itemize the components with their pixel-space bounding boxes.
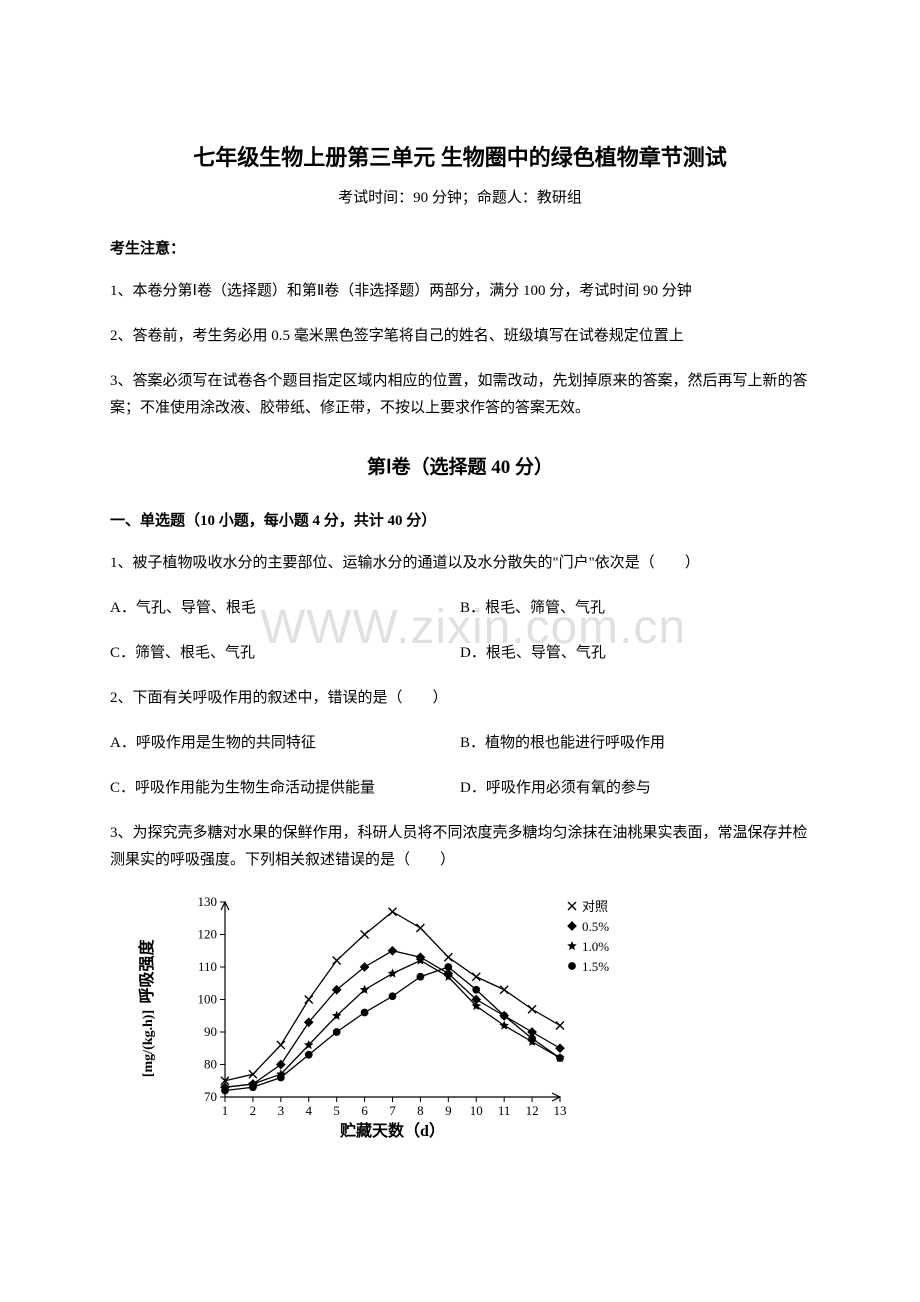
svg-text:1: 1: [222, 1103, 229, 1118]
svg-text:8: 8: [417, 1103, 424, 1118]
svg-text:7: 7: [389, 1103, 396, 1118]
chart-svg: 70809010011012013012345678910111213贮藏天数（…: [130, 892, 650, 1142]
svg-text:贮藏天数（d）: 贮藏天数（d）: [339, 1121, 445, 1140]
svg-text:90: 90: [204, 1024, 217, 1039]
svg-text:9: 9: [445, 1103, 452, 1118]
svg-text:6: 6: [361, 1103, 368, 1118]
q1-opt-a: A．气孔、导管、根毛: [110, 595, 460, 622]
svg-text:12: 12: [526, 1103, 539, 1118]
q2-options-row1: A．呼吸作用是生物的共同特征 B．植物的根也能进行呼吸作用: [110, 730, 810, 757]
notice-item-3: 3、答案必须写在试卷各个题目指定区域内相应的位置，如需改动，先划掉原来的答案，然…: [110, 368, 810, 422]
svg-text:120: 120: [198, 927, 218, 942]
q2-opt-a: A．呼吸作用是生物的共同特征: [110, 730, 460, 757]
page-title: 七年级生物上册第三单元 生物圈中的绿色植物章节测试: [110, 140, 810, 172]
q2-options-row2: C．呼吸作用能为生物生命活动提供能量 D．呼吸作用必须有氧的参与: [110, 775, 810, 802]
svg-text:5: 5: [333, 1103, 340, 1118]
q1-opt-b: B．根毛、筛管、气孔: [460, 595, 810, 622]
svg-text:0.5%: 0.5%: [582, 919, 609, 934]
svg-text:100: 100: [198, 992, 218, 1007]
q2-opt-b: B．植物的根也能进行呼吸作用: [460, 730, 810, 757]
svg-text:11: 11: [498, 1103, 511, 1118]
section1-head: 一、单选题（10 小题，每小题 4 分，共计 40 分）: [110, 509, 810, 530]
svg-text:1.5%: 1.5%: [582, 959, 609, 974]
page-subtitle: 考试时间：90 分钟；命题人：教研组: [110, 186, 810, 207]
svg-text:70: 70: [204, 1089, 217, 1104]
q1-options-row2: C．筛管、根毛、气孔 D．根毛、导管、气孔: [110, 640, 810, 667]
q1-options-row1: A．气孔、导管、根毛 B．根毛、筛管、气孔: [110, 595, 810, 622]
svg-text:3: 3: [278, 1103, 285, 1118]
part1-title: 第Ⅰ卷（选择题 40 分）: [110, 452, 810, 479]
svg-text:2: 2: [250, 1103, 257, 1118]
svg-text:10: 10: [470, 1103, 483, 1118]
q2-stem: 2、下面有关呼吸作用的叙述中，错误的是（ ）: [110, 685, 810, 712]
notice-head: 考生注意：: [110, 237, 810, 258]
notice-item-2: 2、答卷前，考生务必用 0.5 毫米黑色签字笔将自己的姓名、班级填写在试卷规定位…: [110, 323, 810, 350]
page-content: 七年级生物上册第三单元 生物圈中的绿色植物章节测试 考试时间：90 分钟；命题人…: [110, 140, 810, 1147]
q1-opt-c: C．筛管、根毛、气孔: [110, 640, 460, 667]
q1-stem: 1、被子植物吸收水分的主要部位、运输水分的通道以及水分散失的"门户"依次是（ ）: [110, 550, 810, 577]
svg-text:80: 80: [204, 1057, 217, 1072]
q1-opt-d: D．根毛、导管、气孔: [460, 640, 810, 667]
svg-text:4: 4: [306, 1103, 313, 1118]
svg-text:110: 110: [198, 959, 217, 974]
q2-opt-c: C．呼吸作用能为生物生命活动提供能量: [110, 775, 460, 802]
svg-text:[mg/(kg.h)]: [mg/(kg.h)]: [141, 1010, 156, 1077]
notice-item-1: 1、本卷分第Ⅰ卷（选择题）和第Ⅱ卷（非选择题）两部分，满分 100 分，考试时间…: [110, 278, 810, 305]
svg-text:1.0%: 1.0%: [582, 939, 609, 954]
q2-opt-d: D．呼吸作用必须有氧的参与: [460, 775, 810, 802]
svg-text:130: 130: [198, 894, 218, 909]
q3-chart: 70809010011012013012345678910111213贮藏天数（…: [130, 892, 810, 1147]
svg-text:13: 13: [554, 1103, 567, 1118]
svg-text:对照: 对照: [582, 899, 608, 914]
q3-stem: 3、为探究壳多糖对水果的保鲜作用，科研人员将不同浓度壳多糖均匀涂抹在油桃果实表面…: [110, 820, 810, 874]
svg-text:呼吸强度: 呼吸强度: [137, 939, 156, 1004]
